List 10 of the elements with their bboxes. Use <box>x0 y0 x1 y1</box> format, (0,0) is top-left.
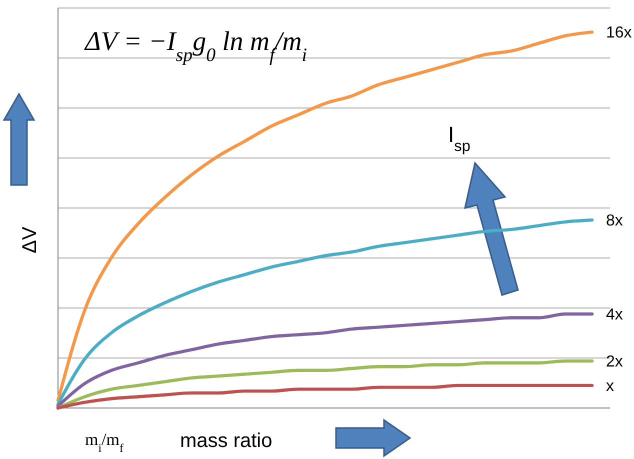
series-label: 2x <box>606 354 623 371</box>
y-axis-title: ΔV <box>19 226 41 254</box>
x-axis-title: mass ratio <box>180 430 272 452</box>
series-label: 8x <box>606 212 623 230</box>
series-label: x <box>606 378 614 396</box>
series-label: 4x <box>606 306 623 324</box>
text: m$_{i}$/m$_{f}$ <box>85 430 124 455</box>
series-label: 16x <box>606 24 632 42</box>
chart-title: ΔV = −I$_{sp}$g$_{0}$ ln m$_{f}$/m$_{i}$ <box>84 26 308 66</box>
annotation: I$_{sp}$ <box>448 122 470 154</box>
